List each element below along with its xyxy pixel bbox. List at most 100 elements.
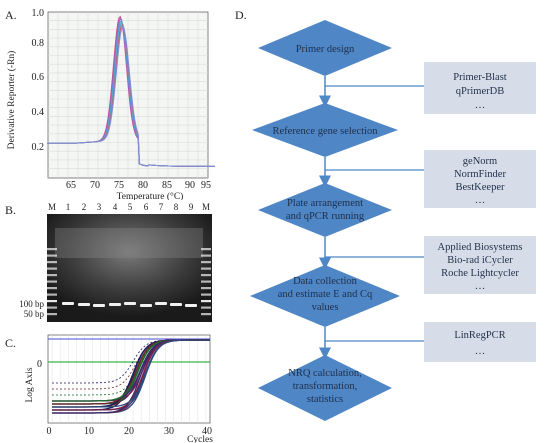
step-4-line-1: Data collection xyxy=(293,276,358,287)
melt-grid xyxy=(48,12,208,178)
gel-lane-2: 2 xyxy=(82,202,87,212)
gel-lane-3: 3 xyxy=(97,202,102,212)
amp-grid xyxy=(51,335,207,423)
amp-plot-area xyxy=(47,334,211,424)
workflow-flowchart: Primer design Reference gene selection P… xyxy=(250,20,536,421)
gel-ladder-band xyxy=(47,248,57,251)
gel-lane-M: M xyxy=(202,202,210,212)
amp-xtick-30: 30 xyxy=(164,426,174,437)
tools-1-line-1: Primer-Blast xyxy=(453,72,507,83)
amplification-chart: Log Axis 0 0 10 20 30 40 Cycles xyxy=(25,334,213,443)
gel-ladder-band xyxy=(201,274,211,277)
amp-xlabel: Cycles xyxy=(187,435,213,443)
melt-xtick-65: 65 xyxy=(66,180,76,191)
gel-product-band xyxy=(62,302,74,305)
gel-product-band xyxy=(93,304,105,307)
gel-lane-4: 4 xyxy=(113,202,118,212)
melt-xtick-80: 80 xyxy=(138,180,148,191)
gel-bands xyxy=(47,248,211,316)
step-5-line-1: NRQ calculation, xyxy=(288,368,361,379)
gel-ladder-band xyxy=(47,313,57,316)
gel-ladder-band xyxy=(201,306,211,309)
gel-ladder-band xyxy=(47,300,57,303)
gel-product-band xyxy=(185,304,197,307)
tools-4-line-1: LinRegPCR xyxy=(454,330,505,341)
gel-product-band xyxy=(155,302,167,305)
tools-3-line-4: … xyxy=(475,281,486,292)
amp-xtick-10: 10 xyxy=(84,426,94,437)
amp-ytick-0: 0 xyxy=(37,359,42,370)
gel-lane-9: 9 xyxy=(189,202,194,212)
gel-ladder-band xyxy=(47,280,57,283)
gel-ladder-band xyxy=(47,287,57,290)
gel-ladder-band xyxy=(201,261,211,264)
gel-ladder-band xyxy=(201,287,211,290)
gel-lane-M: M xyxy=(48,202,56,212)
amp-ylabel: Log Axis xyxy=(25,367,35,402)
amp-curve-line xyxy=(52,339,210,408)
tools-3-line-3: Roche Lightcycler xyxy=(441,268,519,279)
step-5-line-2: transformation, xyxy=(293,381,357,392)
melt-ylabel: Derivative Reporter (-Rn) xyxy=(6,51,17,150)
melt-xtick-85: 85 xyxy=(162,180,172,191)
tools-box-reference xyxy=(424,150,536,208)
step-1-line-1: Primer design xyxy=(296,44,355,55)
gel-ladder-band xyxy=(201,300,211,303)
melt-curve-chart: 0.2 0.4 0.6 0.8 1.0 65 70 75 80 85 90 95… xyxy=(6,8,215,200)
gel-ladder-band xyxy=(47,261,57,264)
tools-2-line-2: NormFinder xyxy=(454,169,506,180)
tools-4-line-2: … xyxy=(475,346,486,357)
melt-curves xyxy=(47,15,215,167)
melt-ytick-0.8: 0.8 xyxy=(32,38,45,49)
step-3-line-1: Plate arrangement xyxy=(287,198,363,209)
tools-2-line-4: … xyxy=(475,195,486,206)
gel-ladder-band xyxy=(47,274,57,277)
step-plate-arrangement-diamond xyxy=(258,183,392,237)
panel-d-label: D. xyxy=(235,8,247,22)
step-2-line-1: Reference gene selection xyxy=(273,126,379,137)
tools-3-line-2: Bio-rad iCycler xyxy=(447,255,513,266)
amp-curves xyxy=(52,339,210,414)
gel-product-band xyxy=(140,304,152,307)
gel-ladder-band xyxy=(47,254,57,257)
tools-3-line-1: Applied Biosystems xyxy=(438,242,523,253)
gel-lane-5: 5 xyxy=(128,202,133,212)
gel-product-band xyxy=(124,302,136,305)
step-reference-gene-diamond xyxy=(252,103,398,157)
gel-lane-1: 1 xyxy=(66,202,71,212)
step-3-line-2: and qPCR running xyxy=(286,211,365,222)
tools-1-line-3: … xyxy=(475,100,486,111)
step-nrq-calculation-diamond xyxy=(258,355,392,421)
gel-ladder-band xyxy=(201,254,211,257)
tools-box-analysis xyxy=(424,322,536,362)
gel-marker-50bp: 50 bp xyxy=(24,309,45,319)
gel-ladder-band xyxy=(47,293,57,296)
step-data-collection-diamond xyxy=(250,265,400,327)
gel-product-band xyxy=(109,303,121,306)
gel-ladder-band xyxy=(47,306,57,309)
gel-ladder-band xyxy=(201,313,211,316)
melt-curve-line xyxy=(47,25,215,167)
tools-box-primer xyxy=(424,62,536,114)
gel-smear xyxy=(55,228,203,258)
tools-2-line-1: geNorm xyxy=(463,156,497,167)
gel-lane-6: 6 xyxy=(144,202,149,212)
gel-ladder-band xyxy=(47,267,57,270)
gel-lane-8: 8 xyxy=(174,202,179,212)
amp-xtick-20: 20 xyxy=(124,426,134,437)
melt-ytick-1.0: 1.0 xyxy=(32,8,45,19)
gel-ladder-band xyxy=(201,248,211,251)
step-5-line-3: statistics xyxy=(307,394,343,405)
gel-product-band xyxy=(170,303,182,306)
gel-ladder-band xyxy=(201,280,211,283)
melt-ytick-0.4: 0.4 xyxy=(32,107,45,118)
step-4-line-3: values xyxy=(312,302,339,313)
step-primer-design-diamond xyxy=(258,20,392,76)
amp-xtick-40: 40 xyxy=(202,426,212,437)
gel-marker-100bp: 100 bp xyxy=(19,299,44,309)
tools-box-instruments xyxy=(424,236,536,294)
gel-ladder-band xyxy=(201,267,211,270)
melt-xtick-90: 90 xyxy=(185,180,195,191)
